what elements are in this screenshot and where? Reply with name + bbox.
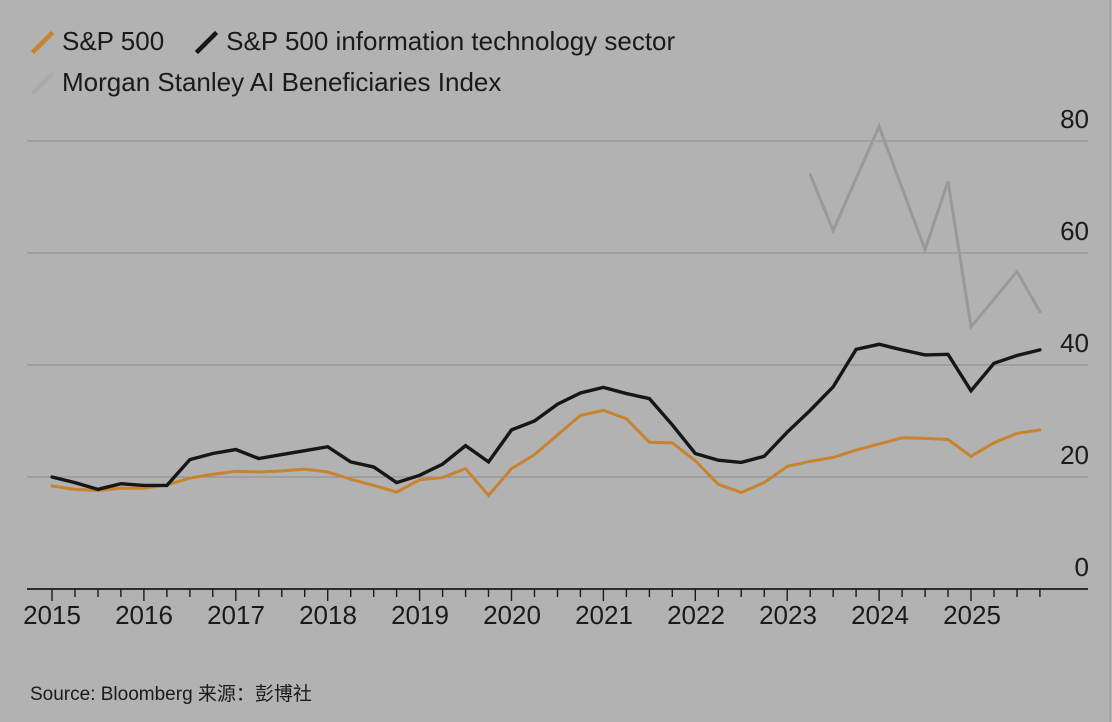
svg-text:40: 40 [1060,328,1089,358]
svg-text:2018: 2018 [299,600,357,630]
svg-text:20: 20 [1060,440,1089,470]
svg-text:2016: 2016 [115,600,173,630]
svg-text:2020: 2020 [483,600,541,630]
svg-text:2017: 2017 [207,600,265,630]
svg-text:0: 0 [1075,552,1089,582]
svg-text:2021: 2021 [575,600,633,630]
svg-text:2024: 2024 [851,600,909,630]
svg-text:2022: 2022 [667,600,725,630]
svg-text:2025: 2025 [943,600,1001,630]
svg-text:60: 60 [1060,216,1089,246]
svg-text:80: 80 [1060,104,1089,134]
svg-text:2015: 2015 [23,600,81,630]
svg-text:2019: 2019 [391,600,449,630]
svg-text:2023: 2023 [759,600,817,630]
